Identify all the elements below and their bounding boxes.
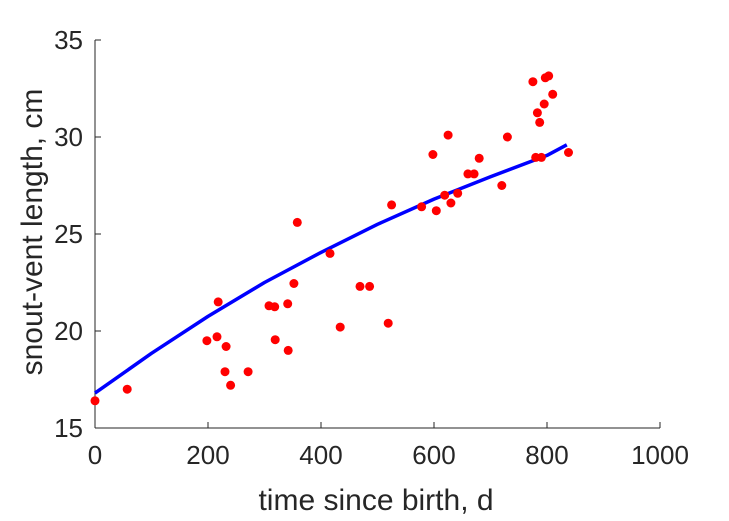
data-point — [431, 206, 441, 216]
data-point — [453, 188, 463, 198]
y-tick-label: 25 — [54, 219, 83, 249]
data-point — [497, 181, 507, 190]
data-point — [564, 148, 573, 157]
data-point — [270, 335, 280, 345]
x-tick-label: 1000 — [631, 440, 689, 470]
data-point — [502, 132, 512, 142]
data-point — [440, 190, 450, 200]
data-point — [428, 150, 438, 159]
data-point — [474, 153, 484, 163]
x-tick-label: 600 — [412, 440, 455, 470]
y-tick-label: 15 — [54, 413, 83, 443]
data-point — [212, 332, 222, 342]
x-tick-label: 400 — [299, 440, 342, 470]
x-axis-label: time since birth, d — [258, 484, 493, 517]
data-point — [283, 345, 293, 355]
data-point — [544, 71, 554, 81]
y-tick-labels: 15 20 25 30 35 — [54, 25, 83, 443]
data-point — [289, 279, 299, 288]
data-point — [90, 396, 100, 406]
data-point — [325, 248, 335, 258]
fit-line — [93, 143, 568, 395]
data-point — [443, 130, 453, 140]
data-point — [365, 281, 375, 291]
data-point — [292, 217, 302, 227]
data-point — [463, 169, 473, 179]
data-point — [220, 367, 230, 377]
data-point — [539, 99, 549, 109]
data-point — [417, 202, 427, 212]
y-tick-label: 20 — [54, 316, 83, 346]
data-point — [383, 318, 393, 328]
x-tick-label: 800 — [525, 440, 568, 470]
scatter-series — [90, 71, 573, 406]
data-point — [548, 89, 558, 99]
data-point — [446, 198, 456, 208]
data-point — [532, 108, 542, 118]
data-point — [283, 299, 293, 309]
data-point — [469, 169, 479, 179]
data-point — [535, 117, 545, 127]
data-point — [213, 297, 223, 307]
data-point — [226, 380, 236, 390]
fit-line-series — [93, 143, 568, 395]
data-point — [536, 152, 546, 162]
data-point — [528, 77, 538, 87]
data-point — [202, 336, 212, 346]
data-point — [221, 342, 231, 351]
y-tick-label: 35 — [54, 25, 83, 55]
data-point — [335, 322, 345, 332]
data-point — [355, 281, 365, 291]
axes — [94, 39, 661, 429]
data-point — [387, 200, 397, 210]
x-tick-label: 200 — [186, 440, 229, 470]
data-point — [270, 302, 280, 312]
y-axis-label: snout-vent length, cm — [16, 89, 49, 376]
x-tick-label: 0 — [88, 440, 102, 470]
data-point — [243, 367, 253, 377]
x-tick-labels: 0 200 400 600 800 1000 — [88, 440, 689, 470]
data-point — [122, 384, 132, 394]
y-tick-label: 30 — [54, 122, 83, 152]
